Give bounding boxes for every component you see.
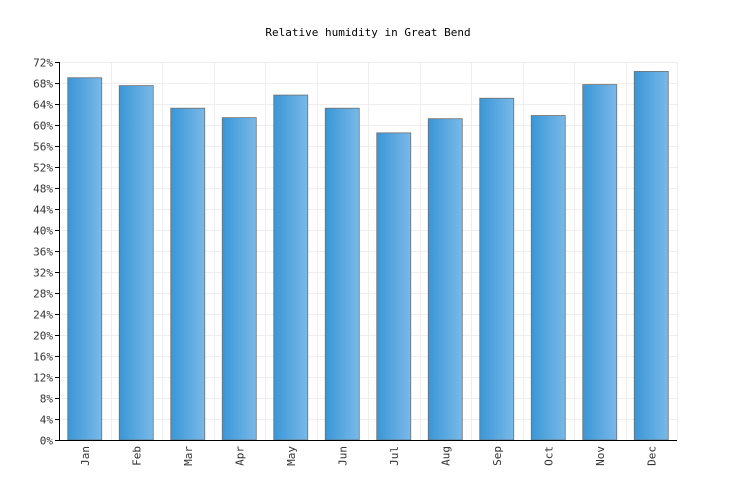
y-tick-label: 36% — [33, 246, 53, 259]
x-tick-label: May — [285, 446, 298, 466]
x-tick-label: Apr — [233, 446, 246, 466]
y-tick-label: 44% — [33, 204, 53, 217]
x-tick-label: Jan — [79, 446, 92, 466]
bar-apr — [221, 117, 257, 441]
x-tick-label: Sep — [491, 446, 504, 466]
y-tick-label: 32% — [33, 267, 53, 280]
y-tick-label: 28% — [33, 288, 53, 301]
x-tick-label: Dec — [645, 446, 658, 466]
y-tick-label: 68% — [33, 78, 53, 91]
axes — [59, 62, 677, 441]
y-tick-label: 12% — [33, 372, 53, 385]
bar-may — [273, 94, 309, 441]
y-tick-label: 24% — [33, 309, 53, 322]
x-tick-label: Jun — [336, 446, 349, 466]
y-tick-label: 8% — [40, 393, 54, 406]
bar-aug — [427, 118, 463, 441]
x-tick-labels: Jan Feb Mar Apr May Jun Jul Aug Sep Oct Nov Dec — [79, 446, 659, 466]
bar-mar — [170, 107, 206, 441]
y-tick-label: 0% — [40, 435, 54, 448]
y-tick-label: 60% — [33, 120, 53, 133]
bar-oct — [530, 115, 566, 441]
x-tick-label: Oct — [542, 446, 555, 466]
bar-jun — [324, 107, 360, 441]
y-tick-label: 64% — [33, 99, 53, 112]
bar-jul — [376, 132, 412, 441]
y-tick-label: 56% — [33, 141, 53, 154]
bar-dec — [633, 71, 669, 441]
y-tick-labels: 0% 4% 8% 12% 16% 20% 24% 28% 32% 36% 40% 44% 48% 52% 5… — [33, 57, 59, 448]
chart-title: Relative humidity in Great Bend — [265, 26, 470, 39]
x-tick-label: Aug — [439, 446, 452, 466]
x-tick-label: Jul — [388, 446, 401, 466]
x-tick-label: Mar — [182, 446, 195, 466]
y-tick-label: 72% — [33, 57, 53, 70]
bar-feb — [118, 85, 154, 441]
bar-jan — [67, 77, 103, 441]
bar-nov — [582, 84, 618, 441]
y-tick-label: 20% — [33, 330, 53, 343]
x-tick-label: Nov — [594, 446, 607, 466]
bars — [67, 71, 669, 441]
y-tick-label: 48% — [33, 183, 53, 196]
y-tick-label: 16% — [33, 351, 53, 364]
y-tick-label: 40% — [33, 225, 53, 238]
y-tick-label: 52% — [33, 162, 53, 175]
x-tick-label: Feb — [130, 446, 143, 466]
y-tick-label: 4% — [40, 414, 54, 427]
bar-sep — [479, 97, 515, 441]
grid-lines — [59, 62, 678, 440]
